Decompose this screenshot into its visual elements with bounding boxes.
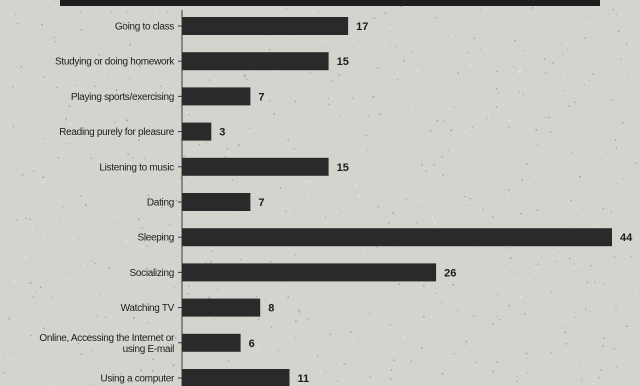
category-label: Dating bbox=[147, 198, 174, 209]
category-label: Listening to music bbox=[99, 162, 174, 173]
bar bbox=[182, 123, 211, 141]
value-label: 8 bbox=[268, 303, 274, 315]
value-label: 44 bbox=[620, 232, 633, 244]
value-label: 7 bbox=[258, 91, 264, 103]
value-label: 15 bbox=[337, 162, 349, 174]
category-label: Socializing bbox=[129, 268, 174, 279]
category-label: Sleeping bbox=[137, 233, 174, 244]
value-label: 6 bbox=[249, 338, 255, 350]
value-label: 15 bbox=[337, 56, 349, 68]
bar bbox=[182, 299, 260, 317]
value-label: 7 bbox=[258, 197, 264, 209]
bar bbox=[182, 369, 290, 386]
bar bbox=[182, 228, 612, 246]
category-label: Online, Accessing the Internet or using E… bbox=[39, 333, 175, 355]
bar bbox=[182, 87, 250, 105]
bar bbox=[182, 158, 329, 176]
value-label: 26 bbox=[444, 267, 456, 279]
bar bbox=[182, 193, 250, 211]
bar bbox=[182, 17, 348, 35]
category-label: Playing sports/exercising bbox=[71, 92, 174, 103]
bar bbox=[182, 52, 329, 70]
category-label: Going to class bbox=[115, 22, 174, 33]
category-label: Using a computer bbox=[100, 374, 175, 385]
category-label: Studying or doing homework bbox=[55, 57, 175, 68]
value-label: 3 bbox=[219, 127, 225, 139]
top-edge-shadow bbox=[60, 0, 600, 6]
category-label: Reading purely for pleasure bbox=[59, 127, 174, 138]
bar bbox=[182, 263, 436, 281]
value-label: 17 bbox=[356, 21, 368, 33]
category-label: Watching TV bbox=[121, 303, 175, 314]
value-label: 11 bbox=[298, 373, 310, 385]
bar bbox=[182, 334, 241, 352]
